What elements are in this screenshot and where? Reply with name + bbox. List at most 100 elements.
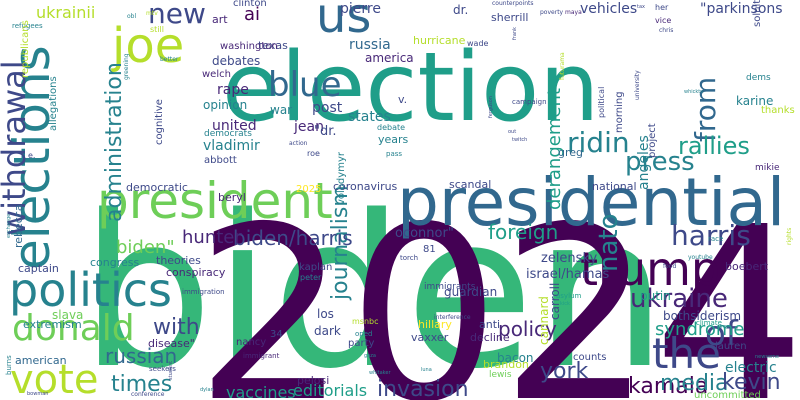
cloud-word: immigration (182, 288, 225, 296)
cloud-word: captain (18, 262, 59, 275)
cloud-word: obl (127, 13, 136, 20)
cloud-word: foreign (488, 220, 558, 244)
cloud-word: biden/harris (233, 226, 353, 250)
cloud-word: welch (202, 69, 231, 80)
cloud-word: theories (156, 254, 201, 267)
cloud-word: asylum (556, 292, 581, 300)
cloud-word: united (212, 118, 257, 134)
cloud-word: counterpoints (492, 0, 534, 7)
cloud-word: beryl (218, 191, 246, 204)
cloud-word: whitaker (369, 370, 391, 376)
cloud-word: climate (696, 319, 722, 327)
cloud-word: dylan (200, 387, 214, 393)
cloud-word: vehicles (580, 1, 637, 17)
cloud-word: derangement (544, 88, 565, 210)
cloud-word: solnit (752, 0, 763, 27)
cloud-word: coronavirus (333, 180, 398, 193)
cloud-word: oconnor" (395, 226, 454, 241)
cloud-word: food (663, 263, 676, 270)
cloud-word: press (625, 147, 695, 177)
cloud-word: bacon (497, 351, 534, 365)
cloud-word: democrats (204, 129, 252, 139)
cloud-word: vladimir (203, 138, 260, 154)
cloud-word: mtv (146, 10, 158, 17)
cloud-word: e. (28, 151, 35, 160)
cloud-word: immigrant (243, 352, 280, 360)
cloud-word: vaccines (226, 383, 296, 400)
cloud-word: of (705, 314, 739, 354)
cloud-word: vice (655, 16, 671, 25)
cloud-word: administration (102, 62, 127, 222)
cloud-word: allegations (48, 76, 59, 131)
cloud-word: disease" (148, 337, 195, 350)
cloud-word: drop (718, 324, 729, 330)
cloud-word: mikie (755, 163, 780, 173)
cloud-word: israel/hamas (526, 267, 610, 282)
cloud-word: conference (131, 391, 165, 398)
cloud-word: policy (498, 317, 557, 341)
cloud-word: political (597, 87, 606, 118)
cloud-word: slava (52, 308, 83, 322)
cloud-word: whicktv (684, 89, 703, 95)
cloud-word: decline (470, 331, 510, 344)
cloud-word: angeles (636, 135, 652, 190)
cloud-word: abbott (204, 155, 237, 166)
cloud-word: project (647, 123, 658, 158)
cloud-word: conspiracy (166, 266, 226, 279)
cloud-word: democratic (126, 181, 188, 194)
cloud-word: action (289, 140, 308, 147)
cloud-word: immigrants (424, 282, 476, 292)
cloud-word: election (222, 33, 600, 143)
cloud-word: boebert (725, 260, 769, 273)
cloud-word: sherrill (491, 11, 529, 24)
cloud-word: hurricane (413, 34, 466, 47)
cloud-word: greening (123, 53, 130, 80)
cloud-word: biden (80, 170, 667, 400)
cloud-word: kaplan (299, 262, 332, 273)
cloud-word: york (540, 359, 589, 384)
cloud-word: youtube (688, 254, 713, 261)
cloud-word: media (660, 371, 729, 396)
cloud-word: los (317, 307, 334, 321)
cloud-word: still (150, 25, 164, 34)
cloud-word: pelosi (297, 374, 329, 387)
cloud-word: exchange (6, 214, 12, 238)
cloud-word: ukrainii (36, 3, 95, 22)
cloud-word: 81 (423, 244, 436, 255)
cloud-word: republicans (20, 20, 31, 78)
cloud-word: cognitive (154, 99, 165, 145)
cloud-word: electric (725, 360, 777, 376)
cloud-word: hillary (418, 318, 452, 331)
cloud-word: chris (659, 27, 673, 34)
cloud-word: rape (217, 82, 249, 98)
cloud-word: dr. (453, 3, 468, 17)
cloud-word: us (316, 0, 371, 44)
cloud-word: states (348, 109, 391, 125)
cloud-word: pierre (340, 1, 381, 17)
cloud-word: burns (5, 355, 13, 375)
cloud-word: post (312, 100, 343, 116)
cloud-word: university (634, 70, 641, 100)
cloud-word: peter (300, 273, 322, 282)
cloud-word: journalism (328, 185, 353, 301)
cloud-word: clinton (233, 0, 267, 9)
cloud-word: roe (307, 149, 320, 158)
cloud-word: kevin (722, 370, 781, 395)
cloud-word: ridin (567, 126, 630, 159)
cloud-word: from (689, 77, 722, 142)
cloud-word: race (708, 235, 723, 243)
cloud-word: politics (9, 263, 172, 317)
cloud-word: seekers (149, 365, 176, 373)
cloud-word: 34 (270, 329, 283, 340)
cloud-word: msnbc (352, 317, 379, 326)
cloud-word: luna (421, 367, 432, 373)
cloud-word: carroll (548, 283, 562, 320)
cloud-word: interference (434, 314, 471, 321)
cloud-word: texas (258, 39, 288, 52)
cloud-word: bothsiderism (663, 309, 741, 323)
cloud-word: elections (3, 45, 61, 270)
cloud-word: dems (746, 73, 771, 83)
cloud-word: kick (560, 301, 570, 307)
